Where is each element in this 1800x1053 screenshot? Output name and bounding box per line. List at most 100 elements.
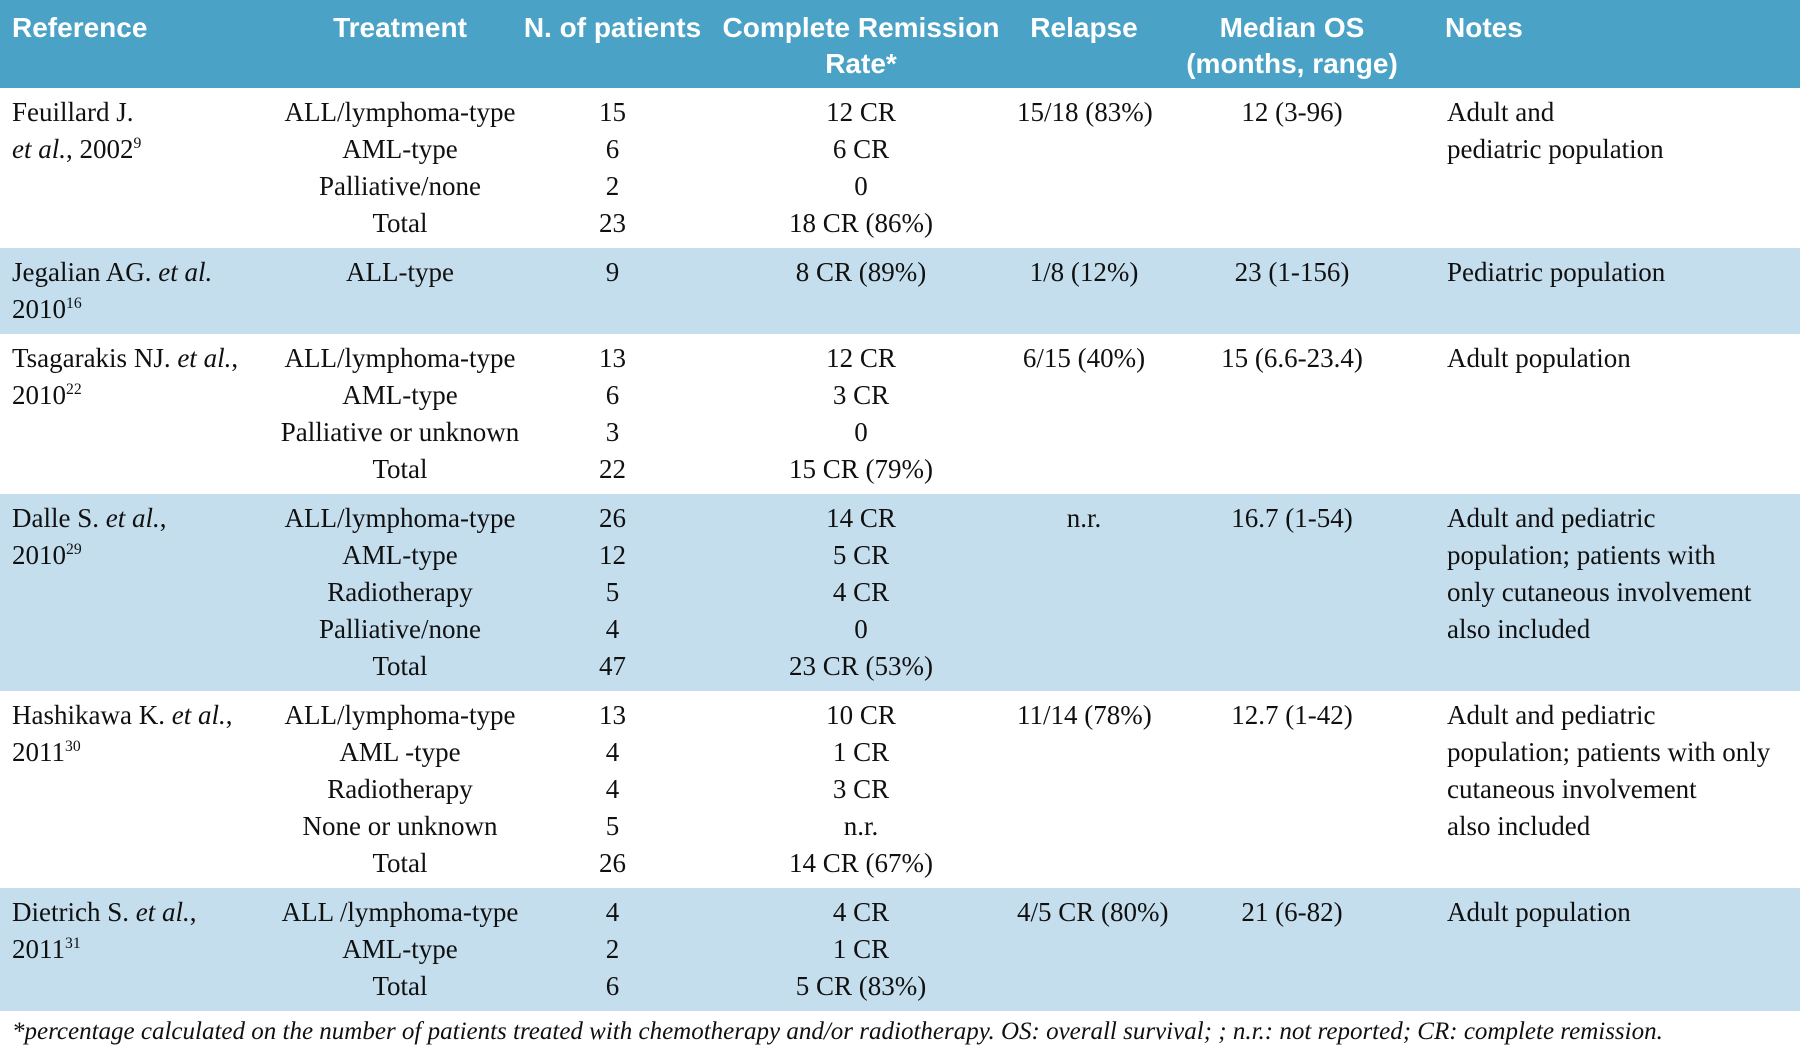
column-header-cr-rate: Complete Remission Rate* bbox=[705, 10, 1017, 88]
reference-line: 201022 bbox=[12, 377, 280, 414]
cr-rate-value: n.r. bbox=[843, 811, 879, 841]
column-header-relapse: Relapse bbox=[1017, 10, 1151, 88]
column-label-line2: (months, range) bbox=[1186, 48, 1398, 79]
notes-cell: Adult population bbox=[1433, 894, 1800, 1005]
relapse-value: 11/14 (78%) bbox=[1017, 700, 1152, 730]
reference-text: 2011 bbox=[12, 737, 65, 767]
treatment-value: AML-type bbox=[342, 934, 458, 964]
median-os-cell: 23 (1-156) bbox=[1151, 254, 1433, 328]
reference-text: Dalle S. bbox=[12, 503, 106, 533]
patients-cell: 26 12 5 4 47 bbox=[520, 500, 705, 685]
median-os-value: 21 (6-82) bbox=[1241, 897, 1343, 927]
table-body: Feuillard J. et al., 20029 ALL/lymphoma-ty… bbox=[0, 88, 1800, 1011]
relapse-cell: n.r. bbox=[1017, 500, 1151, 685]
reference-text: 22 bbox=[66, 381, 82, 398]
cr-rate-cell: 12 CR 6 CR 0 18 CR (86%) bbox=[705, 94, 1017, 242]
treatment-cell: ALL/lymphoma-type AML-type Radiotherapy Pal… bbox=[280, 500, 520, 685]
patients-value: 2 bbox=[605, 934, 620, 964]
reference-text: 2010 bbox=[12, 294, 66, 324]
relapse-cell: 15/18 (83%) bbox=[1017, 94, 1153, 242]
column-header-reference: Reference bbox=[0, 10, 280, 88]
median-os-cell: 21 (6-82) bbox=[1151, 894, 1433, 1005]
cr-rate-cell: 8 CR (89%) bbox=[705, 254, 1017, 328]
reference-text: 31 bbox=[65, 935, 81, 952]
patients-cell: 13 6 3 22 bbox=[520, 340, 705, 488]
reference-text: 2011 bbox=[12, 934, 65, 964]
patients-value: 4 bbox=[605, 614, 620, 644]
reference-text: Jegalian AG. bbox=[12, 257, 159, 287]
treatment-value: AML-type bbox=[342, 380, 458, 410]
notes-line: pediatric population bbox=[1447, 134, 1664, 164]
column-header-median-os: Median OS (months, range) bbox=[1151, 10, 1433, 88]
cr-rate-cell: 12 CR 3 CR 0 15 CR (79%) bbox=[705, 340, 1017, 488]
reference-line: Feuillard J. bbox=[12, 94, 280, 131]
reference-text: Tsagarakis NJ. bbox=[12, 343, 178, 373]
treatment-value: Total bbox=[372, 208, 428, 238]
reference-text: , bbox=[189, 897, 197, 927]
treatment-value: Total bbox=[372, 848, 428, 878]
patients-value: 4 bbox=[605, 737, 620, 767]
treatment-cell: ALL/lymphoma-type AML-type Palliative or u… bbox=[280, 340, 520, 488]
patients-value: 26 bbox=[599, 848, 626, 878]
notes-line: Adult and bbox=[1447, 97, 1555, 127]
reference-text: , 2002 bbox=[66, 134, 134, 164]
treatment-value: Palliative/none bbox=[319, 614, 481, 644]
notes-cell: Adult and pediatric population; patients … bbox=[1433, 697, 1800, 882]
treatment-cell: ALL/lymphoma-type AML -type Radiotherapy No… bbox=[280, 697, 520, 882]
relapse-cell: 1/8 (12%) bbox=[1017, 254, 1151, 328]
patients-value: 23 bbox=[599, 208, 626, 238]
reference-line: 201130 bbox=[12, 734, 280, 771]
et-al-text: et al. bbox=[12, 134, 66, 164]
reference-text: 9 bbox=[133, 135, 142, 152]
reference-text: , bbox=[159, 503, 167, 533]
patients-cell: 4 2 6 bbox=[520, 894, 705, 1005]
table-row: Dalle S. et al., 201029 ALL/lymphoma-type A… bbox=[0, 494, 1800, 691]
treatment-value: AML-type bbox=[342, 540, 458, 570]
reference-text: Hashikawa K. bbox=[12, 700, 172, 730]
notes-line: population; patients with only bbox=[1447, 737, 1771, 767]
relapse-cell: 6/15 (40%) bbox=[1017, 340, 1151, 488]
cr-rate-cell: 4 CR 1 CR 5 CR (83%) bbox=[705, 894, 1017, 1005]
reference-line: 201016 bbox=[12, 291, 280, 328]
cr-rate-value: 0 bbox=[854, 417, 868, 447]
reference-line: Dalle S. et al., bbox=[12, 500, 280, 537]
patients-value: 2 bbox=[605, 171, 620, 201]
reference-line: Dietrich S. et al., bbox=[12, 894, 280, 931]
treatment-value: Palliative or unknown bbox=[280, 417, 520, 447]
cr-rate-value: 23 CR (53%) bbox=[789, 651, 933, 681]
patients-value: 6 bbox=[605, 971, 620, 1001]
patients-value: 9 bbox=[605, 257, 620, 287]
relapse-value: n.r. bbox=[1066, 503, 1102, 533]
reference-cell: Dalle S. et al., 201029 bbox=[0, 500, 280, 685]
notes-line: also included bbox=[1447, 614, 1591, 644]
table-row: Hashikawa K. et al., 201130 ALL/lymphoma-t… bbox=[0, 691, 1800, 888]
reference-line: Hashikawa K. et al., bbox=[12, 697, 280, 734]
et-al-text: et al. bbox=[135, 897, 190, 927]
relapse-cell: 4/5 CR (80%) bbox=[1017, 894, 1169, 1005]
reference-cell: Hashikawa K. et al., 201130 bbox=[0, 697, 280, 882]
reference-line: Tsagarakis NJ. et al., bbox=[12, 340, 280, 377]
column-label: Treatment bbox=[333, 12, 467, 43]
cr-rate-value: 1 CR bbox=[832, 934, 890, 964]
table-footnote: *percentage calculated on the number of … bbox=[12, 1018, 1663, 1045]
cr-rate-cell: 10 CR 1 CR 3 CR n.r. 14 CR (67%) bbox=[705, 697, 1017, 882]
patients-value: 13 bbox=[599, 343, 626, 373]
column-label: Reference bbox=[12, 12, 148, 43]
column-header-notes: Notes bbox=[1433, 10, 1800, 88]
notes-cell: Pediatric population bbox=[1433, 254, 1800, 328]
notes-cell: Adult population bbox=[1433, 340, 1800, 488]
median-os-cell: 15 (6.6-23.4) bbox=[1151, 340, 1433, 488]
et-al-text: et al. bbox=[171, 700, 226, 730]
treatment-value: Total bbox=[372, 971, 428, 1001]
notes-line: Adult and pediatric bbox=[1447, 700, 1656, 730]
median-os-value: 12.7 (1-42) bbox=[1231, 700, 1353, 730]
cr-rate-value: 4 CR bbox=[832, 577, 890, 607]
reference-text: 29 bbox=[66, 541, 82, 558]
treatment-value: Total bbox=[372, 454, 428, 484]
column-header-treatment: Treatment bbox=[280, 10, 520, 88]
cr-rate-value: 0 bbox=[854, 171, 868, 201]
patients-value: 3 bbox=[605, 417, 620, 447]
notes-line: also included bbox=[1447, 811, 1591, 841]
median-os-cell: 12.7 (1-42) bbox=[1151, 697, 1433, 882]
reference-text: , bbox=[225, 700, 233, 730]
